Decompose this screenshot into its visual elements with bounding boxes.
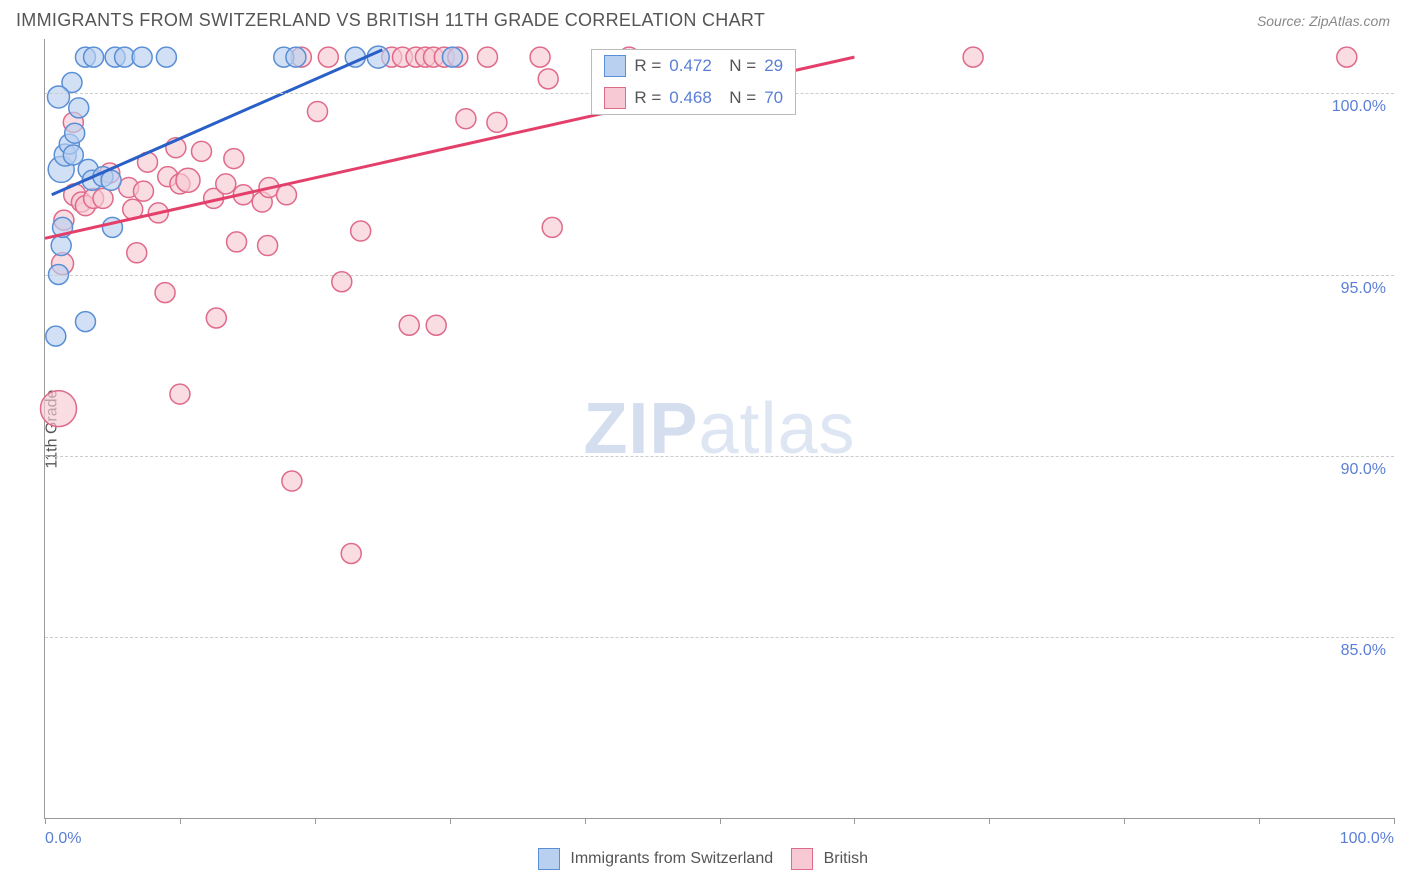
scatter-point-british	[191, 141, 211, 161]
legend-swatch-british	[604, 87, 626, 109]
scatter-point-swiss	[63, 145, 83, 165]
scatter-point-british	[40, 391, 76, 427]
x-tick	[1394, 818, 1395, 824]
scatter-point-swiss	[75, 312, 95, 332]
scatter-point-british	[530, 47, 550, 67]
scatter-point-british	[963, 47, 983, 67]
scatter-point-british	[133, 181, 153, 201]
scatter-point-british	[399, 315, 419, 335]
scatter-point-british	[127, 243, 147, 263]
scatter-point-british	[155, 283, 175, 303]
scatter-point-british	[224, 149, 244, 169]
scatter-point-british	[1337, 47, 1357, 67]
scatter-point-british	[477, 47, 497, 67]
legend-r-value: 0.468	[669, 88, 712, 108]
legend-r-value: 0.472	[669, 56, 712, 76]
scatter-point-swiss	[132, 47, 152, 67]
x-tick	[1124, 818, 1125, 824]
x-tick	[450, 818, 451, 824]
scatter-point-british	[351, 221, 371, 241]
x-axis-label-right: 100.0%	[1340, 830, 1394, 848]
scatter-point-british	[170, 384, 190, 404]
x-tick	[180, 818, 181, 824]
scatter-point-british	[227, 232, 247, 252]
x-tick	[1259, 818, 1260, 824]
scatter-point-swiss	[442, 47, 462, 67]
scatter-point-swiss	[47, 86, 69, 108]
scatter-point-british	[538, 69, 558, 89]
correlation-legend: R = 0.472 N = 29R = 0.468 N = 70	[591, 49, 796, 115]
scatter-point-swiss	[367, 46, 389, 68]
scatter-point-swiss	[51, 236, 71, 256]
scatter-point-british	[487, 112, 507, 132]
legend-n-label: N =	[720, 88, 756, 108]
scatter-point-british	[276, 185, 296, 205]
legend-n-label: N =	[720, 56, 756, 76]
legend-label-swiss: Immigrants from Switzerland	[570, 850, 773, 867]
chart-title: IMMIGRANTS FROM SWITZERLAND VS BRITISH 1…	[16, 10, 765, 31]
legend-swatch-british	[791, 848, 813, 870]
scatter-point-british	[216, 174, 236, 194]
legend-label-british: British	[824, 850, 868, 867]
scatter-point-swiss	[84, 47, 104, 67]
legend-item-swiss: Immigrants from Switzerland	[538, 848, 773, 870]
scatter-point-british	[456, 109, 476, 129]
x-tick	[315, 818, 316, 824]
scatter-point-british	[542, 217, 562, 237]
x-tick	[45, 818, 46, 824]
scatter-plot-svg	[45, 39, 1394, 818]
scatter-point-british	[176, 168, 200, 192]
correlation-legend-row-british: R = 0.468 N = 70	[592, 82, 795, 114]
correlation-legend-row-swiss: R = 0.472 N = 29	[592, 50, 795, 82]
scatter-point-british	[318, 47, 338, 67]
legend-n-value: 29	[764, 56, 783, 76]
gridline-h	[45, 456, 1394, 457]
scatter-point-british	[93, 188, 113, 208]
scatter-point-swiss	[69, 98, 89, 118]
scatter-point-swiss	[286, 47, 306, 67]
scatter-point-swiss	[65, 123, 85, 143]
y-tick-label: 90.0%	[1341, 461, 1386, 479]
y-tick-label: 100.0%	[1332, 98, 1386, 116]
x-axis-label-left: 0.0%	[45, 830, 81, 848]
gridline-h	[45, 637, 1394, 638]
x-tick	[989, 818, 990, 824]
x-tick	[720, 818, 721, 824]
x-tick	[854, 818, 855, 824]
legend-swatch-swiss	[604, 55, 626, 77]
scatter-point-swiss	[46, 326, 66, 346]
x-tick	[585, 818, 586, 824]
gridline-h	[45, 275, 1394, 276]
scatter-point-british	[258, 236, 278, 256]
scatter-point-british	[307, 101, 327, 121]
legend-n-value: 70	[764, 88, 783, 108]
scatter-point-british	[341, 544, 361, 564]
chart-header: IMMIGRANTS FROM SWITZERLAND VS BRITISH 1…	[0, 0, 1406, 39]
y-tick-label: 95.0%	[1341, 280, 1386, 298]
chart-area: 11th Grade ZIPatlas 100.0%95.0%90.0%85.0…	[44, 39, 1394, 819]
scatter-point-british	[206, 308, 226, 328]
source-attribution: Source: ZipAtlas.com	[1257, 13, 1390, 29]
scatter-point-swiss	[156, 47, 176, 67]
legend-r-label: R =	[634, 56, 661, 76]
scatter-point-british	[282, 471, 302, 491]
legend-item-british: British	[791, 848, 868, 870]
legend-r-label: R =	[634, 88, 661, 108]
legend-swatch-swiss	[538, 848, 560, 870]
scatter-point-british	[426, 315, 446, 335]
y-tick-label: 85.0%	[1341, 642, 1386, 660]
bottom-legend: Immigrants from Switzerland British	[0, 848, 1406, 870]
